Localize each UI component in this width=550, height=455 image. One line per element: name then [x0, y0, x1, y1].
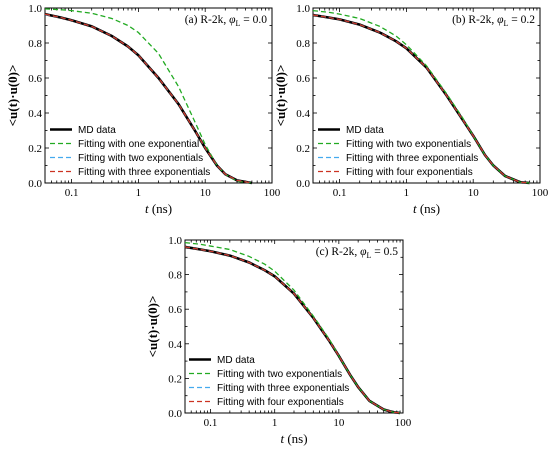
x-axis-label-var: t: [145, 201, 149, 216]
x-axis-label-var: t: [280, 431, 284, 446]
y-tick-label: 1.0: [296, 3, 310, 15]
panel-title: (c) R-2k, φL = 0.5: [316, 246, 399, 260]
panel-title-prefix: (c) R-2k,: [316, 246, 360, 258]
x-tick-label: 1: [404, 187, 410, 199]
y-tick-label: 0.4: [28, 108, 42, 120]
panel-b: 0.0 0.2 0.4 0.6 0.8 1.0 0.1 1 10 100 t (ns) <u(t)·u…: [273, 3, 549, 216]
x-tick-label: 0.1: [333, 187, 347, 199]
panel-title-phi: φ: [360, 246, 367, 258]
x-tick-label: 100: [264, 187, 281, 199]
y-tick-label: 1.0: [168, 235, 182, 247]
series-line-fitting-with-three-exponentials: [44, 13, 253, 184]
x-tick-label: 1: [272, 417, 278, 429]
legend-label: Fitting with one exponential: [78, 139, 199, 150]
x-tick-label: 100: [395, 417, 412, 429]
panel-title-subscript: L: [503, 19, 508, 28]
series-line-fitting-with-one-exponential: [44, 8, 252, 184]
panel-title-value: = 0.5: [371, 246, 398, 258]
y-tick-label: 0.0: [168, 408, 182, 420]
y-tick-label: 0.2: [168, 373, 182, 385]
y-tick-label: 0.8: [296, 38, 310, 50]
x-axis-label-unit: (ns): [284, 431, 307, 446]
y-tick-label: 0.6: [28, 73, 42, 85]
x-tick-label: 10: [200, 187, 212, 199]
y-tick-label: 1.0: [28, 3, 42, 15]
y-tick-label: 0.8: [168, 270, 182, 282]
panel-a: 0.0 0.2 0.4 0.6 0.8 1.0 0.1 1 10 100 t (ns) <u(t)·u…: [5, 3, 281, 216]
panel-title-subscript: L: [366, 251, 371, 260]
series-line-fitting-with-two-exponentials: [184, 241, 401, 414]
panel-title-value: = 0.0: [240, 14, 267, 26]
panel-c: 0.0 0.2 0.4 0.6 0.8 1.0 0.1 1 10 100 t (ns) <u(t)·u…: [145, 235, 412, 446]
legend-label: Fitting with four exponentials: [346, 167, 473, 178]
legend-label: Fitting with two exponentials: [78, 153, 203, 164]
y-axis-label: <u(t)·u(0)>: [5, 65, 20, 127]
panel-title-phi: φ: [497, 14, 504, 26]
y-tick-label: 0.2: [296, 143, 310, 155]
panel-title-subscript: L: [235, 19, 240, 28]
panel-title: (a) R-2k, φL = 0.0: [185, 14, 268, 28]
panel-title-value: = 0.2: [508, 14, 535, 26]
legend-label: Fitting with four exponentials: [217, 397, 344, 408]
panel-title-prefix: (a) R-2k,: [185, 14, 229, 26]
panel-title: (b) R-2k, φL = 0.2: [452, 14, 535, 28]
x-axis-label: t (ns): [145, 201, 172, 216]
y-tick-label: 0.4: [296, 108, 310, 120]
x-tick-label: 1: [136, 187, 142, 199]
x-tick-label: 100: [532, 187, 549, 199]
y-tick-label: 0.2: [28, 143, 42, 155]
x-tick-label: 10: [468, 187, 480, 199]
x-tick-label: 0.1: [204, 417, 218, 429]
legend-label: Fitting with three exponentials: [346, 153, 478, 164]
legend-label: MD data: [346, 125, 384, 136]
panel-title-prefix: (b) R-2k,: [452, 14, 497, 26]
x-axis-label: t (ns): [280, 431, 307, 446]
series-line-fitting-with-two-exponentials: [312, 9, 530, 184]
legend-label: Fitting with two exponentials: [217, 369, 342, 380]
series-line-fitting-with-four-exponentials: [184, 246, 401, 414]
y-tick-label: 0.0: [296, 178, 310, 190]
legend-label: Fitting with three exponentials: [217, 383, 349, 394]
y-axis-label: <u(t)·u(0)>: [273, 65, 288, 127]
legend-label: MD data: [78, 125, 116, 136]
legend-label: Fitting with three exponentials: [78, 167, 210, 178]
legend-label: MD data: [217, 355, 255, 366]
x-tick-label: 10: [333, 417, 345, 429]
legend-label: Fitting with two exponentials: [346, 139, 471, 150]
x-axis-label-unit: (ns): [149, 201, 172, 216]
x-axis-label-var: t: [413, 201, 417, 216]
y-axis-label: <u(t)·u(0)>: [145, 296, 160, 358]
y-tick-label: 0.8: [28, 38, 42, 50]
series-line-fitting-with-four-exponentials: [312, 14, 530, 184]
x-tick-label: 0.1: [65, 187, 79, 199]
panel-title-phi: φ: [229, 14, 236, 26]
y-tick-label: 0.6: [168, 304, 182, 316]
x-axis-label: t (ns): [413, 201, 440, 216]
y-tick-label: 0.0: [28, 178, 42, 190]
y-tick-label: 0.6: [296, 73, 310, 85]
y-tick-label: 0.4: [168, 339, 182, 351]
x-axis-label-unit: (ns): [417, 201, 440, 216]
